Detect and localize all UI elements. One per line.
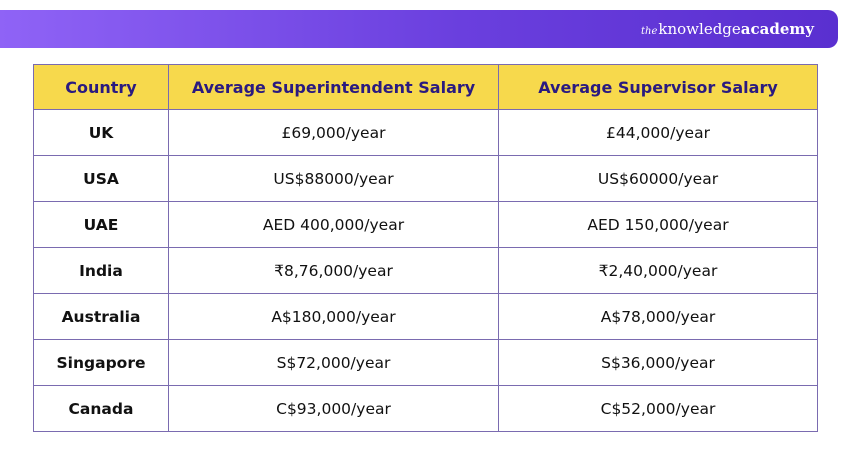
superintendent-salary-cell: ₹8,76,000/year <box>168 247 499 294</box>
supervisor-salary-cell: ₹2,40,000/year <box>498 247 818 294</box>
brand-prefix: the <box>641 26 658 37</box>
superintendent-salary-cell: A$180,000/year <box>168 293 499 340</box>
supervisor-salary-cell: S$36,000/year <box>498 339 818 386</box>
superintendent-salary-cell: S$72,000/year <box>168 339 499 386</box>
header-country: Country <box>33 64 169 110</box>
supervisor-salary-cell: A$78,000/year <box>498 293 818 340</box>
table-row: Canada C$93,000/year C$52,000/year <box>33 385 818 432</box>
table-row: Singapore S$72,000/year S$36,000/year <box>33 339 818 386</box>
header-superintendent-salary: Average Superintendent Salary <box>168 64 499 110</box>
supervisor-salary-cell: £44,000/year <box>498 109 818 156</box>
country-cell: Australia <box>33 293 169 340</box>
supervisor-salary-cell: C$52,000/year <box>498 385 818 432</box>
salary-table: Country Average Superintendent Salary Av… <box>33 64 818 432</box>
table-header-row: Country Average Superintendent Salary Av… <box>33 64 818 110</box>
table-row: Australia A$180,000/year A$78,000/year <box>33 293 818 340</box>
table-row: UAE AED 400,000/year AED 150,000/year <box>33 201 818 248</box>
brand-word-knowledge: knowledge <box>658 20 741 38</box>
table-row: India ₹8,76,000/year ₹2,40,000/year <box>33 247 818 294</box>
country-cell: Canada <box>33 385 169 432</box>
superintendent-salary-cell: £69,000/year <box>168 109 499 156</box>
superintendent-salary-cell: AED 400,000/year <box>168 201 499 248</box>
table-row: UK £69,000/year £44,000/year <box>33 109 818 156</box>
header-supervisor-salary: Average Supervisor Salary <box>498 64 818 110</box>
brand-word-academy: academy <box>740 20 814 38</box>
country-cell: USA <box>33 155 169 202</box>
salary-table-container: Country Average Superintendent Salary Av… <box>33 64 818 432</box>
country-cell: India <box>33 247 169 294</box>
brand-logo: theknowledgeacademy <box>641 19 814 42</box>
superintendent-salary-cell: US$88000/year <box>168 155 499 202</box>
table-row: USA US$88000/year US$60000/year <box>33 155 818 202</box>
country-cell: UK <box>33 109 169 156</box>
superintendent-salary-cell: C$93,000/year <box>168 385 499 432</box>
country-cell: UAE <box>33 201 169 248</box>
country-cell: Singapore <box>33 339 169 386</box>
top-banner: theknowledgeacademy <box>0 10 838 48</box>
supervisor-salary-cell: US$60000/year <box>498 155 818 202</box>
supervisor-salary-cell: AED 150,000/year <box>498 201 818 248</box>
